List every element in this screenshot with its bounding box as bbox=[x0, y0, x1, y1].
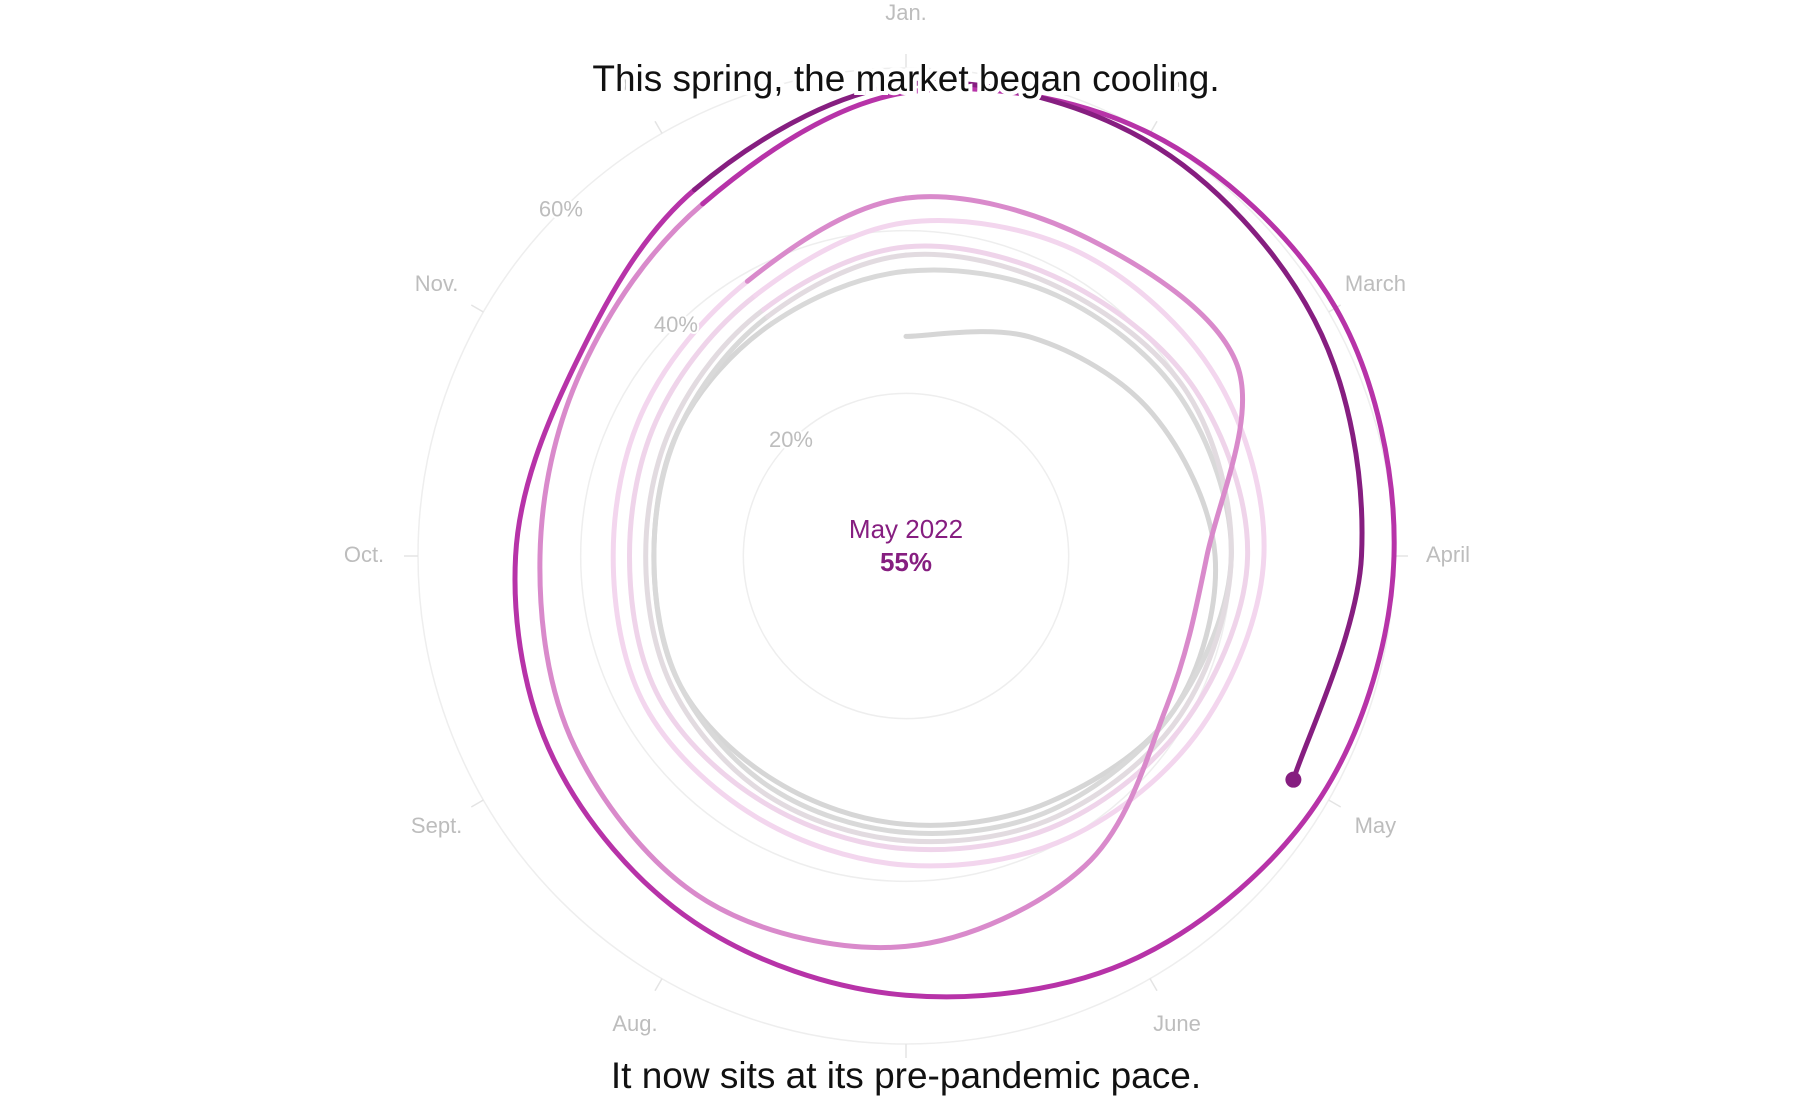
month-label: April bbox=[1426, 542, 1470, 567]
year-line bbox=[610, 218, 1267, 869]
year-connector bbox=[753, 220, 909, 298]
month-tick bbox=[654, 120, 663, 134]
month-label: Feb. bbox=[1155, 72, 1199, 97]
month-label: March bbox=[1345, 271, 1406, 296]
lines bbox=[512, 80, 1397, 1000]
year-connector bbox=[700, 89, 909, 207]
month-label: Sept. bbox=[411, 813, 462, 838]
month-label: May bbox=[1355, 813, 1397, 838]
month-label: Dec. bbox=[612, 72, 657, 97]
month-label: Nov. bbox=[415, 271, 459, 296]
year-line bbox=[537, 194, 1246, 951]
month-tick bbox=[470, 799, 484, 808]
month-label: Jan. bbox=[885, 0, 927, 25]
year-connector bbox=[769, 268, 909, 327]
month-label: Aug. bbox=[612, 1011, 657, 1036]
year-line bbox=[651, 267, 1234, 836]
r-tick-label: 20% bbox=[769, 427, 813, 452]
year-line bbox=[643, 251, 1234, 845]
end-dot bbox=[1285, 771, 1302, 788]
month-label: June bbox=[1153, 1011, 1201, 1036]
year-connector bbox=[744, 195, 909, 284]
month-label: Oct. bbox=[344, 542, 384, 567]
year-line bbox=[626, 243, 1251, 853]
chart-title: This spring, the market began cooling. bbox=[592, 58, 1219, 99]
center-value: 55% bbox=[880, 547, 932, 577]
month-tick bbox=[470, 304, 484, 313]
month-tick bbox=[1149, 978, 1158, 992]
chart-subtitle: It now sits at its pre-pandemic pace. bbox=[611, 1055, 1201, 1096]
year-line bbox=[903, 80, 1365, 783]
grid-ring bbox=[742, 392, 1070, 720]
year-connector bbox=[692, 81, 909, 193]
month-tick bbox=[654, 978, 663, 992]
year-connector bbox=[765, 252, 909, 319]
center-label: May 2022 bbox=[849, 514, 963, 544]
year-connector bbox=[761, 244, 909, 312]
r-tick-label: 40% bbox=[654, 312, 698, 337]
r-tick-label: 60% bbox=[539, 197, 583, 222]
month-tick bbox=[1328, 799, 1342, 808]
labels: 20% 40% 60% Jan. Feb. March April May June Aug. Se… bbox=[344, 0, 1470, 1036]
year-line bbox=[651, 321, 1219, 828]
year-line bbox=[512, 86, 1397, 1000]
